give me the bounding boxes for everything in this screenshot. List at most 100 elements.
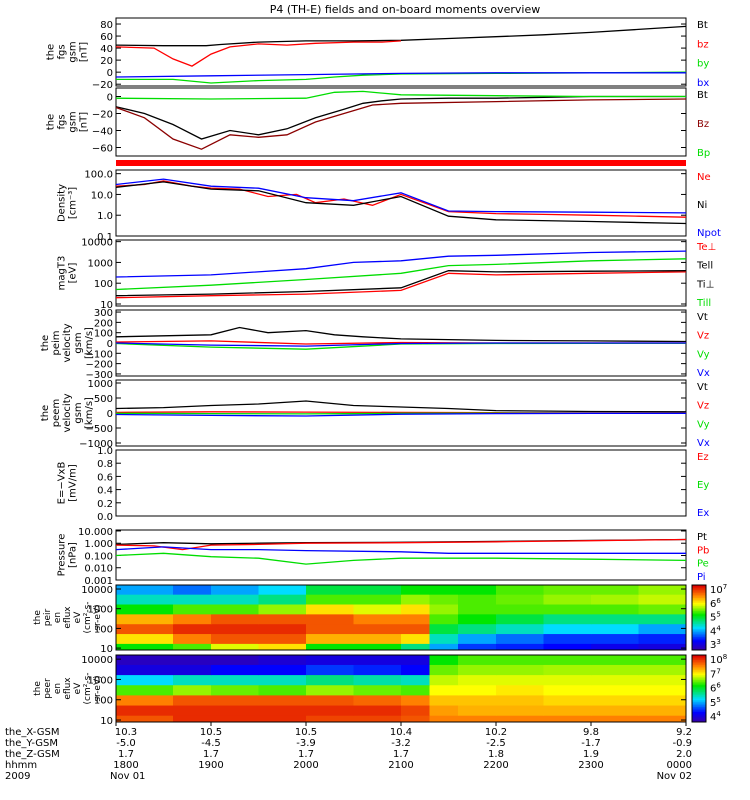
peir-en-eflux-cell (458, 623, 497, 635)
peer-en-eflux-cell (429, 715, 459, 723)
e-field-ytick-label: 0.2 (97, 499, 113, 510)
peer-en-eflux-colorbar-step (692, 655, 706, 658)
pressure-ytick-label: 1.000 (84, 539, 113, 550)
peer-en-eflux-cell (543, 674, 592, 686)
e-field-legend-item: Ey (697, 480, 709, 491)
peer-en-eflux-ylabel: peer (43, 678, 53, 699)
fgs-gsm-fac-series-bt (115, 95, 686, 140)
peir-en-eflux-cell (429, 623, 459, 635)
peir-en-eflux-cell (401, 585, 430, 595)
peir-en-eflux-colorbar-step (692, 619, 706, 622)
peir-en-eflux-cell (543, 633, 592, 644)
peir-en-eflux-colorbar-step (692, 588, 706, 591)
peir-en-eflux-cell (116, 604, 174, 615)
peir-en-eflux-cell (496, 604, 544, 615)
peir-en-eflux-colorbar-step (692, 638, 706, 641)
peim-velocity-ylabel: [km/s] (84, 327, 95, 359)
xaxis-row-label: the_Y-GSM (5, 738, 58, 749)
peer-en-eflux-cell (173, 705, 212, 716)
peir-en-eflux-cell (173, 594, 212, 605)
peim-velocity-ytick-label: −300 (86, 370, 113, 381)
fgs-gsm-frame (115, 17, 687, 87)
xaxis-tick-time: 2100 (388, 760, 413, 771)
xaxis-tick-time: 2300 (578, 760, 603, 771)
peer-en-eflux-ylabel: en (53, 683, 63, 694)
peir-en-eflux-ytick-label: 1000 (88, 605, 113, 616)
xaxis-tick-y: -1.7 (581, 738, 601, 749)
pressure-legend-item: Pe (697, 559, 709, 570)
pressure-series-pb (115, 538, 687, 551)
peir-en-eflux-cell (306, 594, 354, 605)
peir-en-eflux-colorbar-exp: 5 (716, 611, 720, 619)
fgs-gsm-ytick-label: 60 (100, 32, 113, 43)
peer-en-eflux-cell (258, 715, 307, 723)
peir-en-eflux-cell (173, 643, 212, 651)
peir-en-eflux-cell (211, 604, 259, 615)
peer-en-eflux-cell (116, 655, 174, 665)
peer-en-eflux-cell (211, 664, 259, 676)
peer-en-eflux-cell (173, 694, 212, 706)
peir-en-eflux-cell (353, 623, 402, 635)
peer-en-eflux-cell (543, 684, 592, 696)
peer-en-eflux-cell (591, 684, 639, 696)
temperature-ylabel: magT3 (57, 256, 68, 291)
peir-en-eflux-cell (353, 585, 402, 595)
temperature-series-ti (115, 250, 687, 278)
peir-en-eflux-cell (401, 623, 430, 635)
peim-velocity-ytick-label: 200 (94, 318, 113, 329)
peer-en-eflux-cell (116, 674, 174, 686)
peer-en-eflux-colorbar-step (692, 685, 706, 688)
fgs-gsm-fac-ytick-label: −60 (92, 144, 113, 155)
fgs-gsm-fac-ylabel: [nT] (79, 112, 90, 132)
fgs-gsm-ylabel: [nT] (79, 42, 90, 62)
peir-en-eflux-cell (116, 633, 174, 644)
peer-en-eflux-cell (401, 705, 430, 716)
peir-en-eflux-cell (429, 585, 459, 595)
fgs-gsm-fac-legend-item: Bp (697, 148, 710, 159)
peer-en-eflux-cell (353, 674, 402, 686)
peir-en-eflux-cell (401, 594, 430, 605)
xaxis-row-label: the_Z-GSM (5, 749, 60, 760)
temperature-ytick-label: 1000 (88, 258, 113, 269)
e-field-frame (115, 449, 687, 517)
peir-en-eflux-colorbar-step (692, 627, 706, 630)
xaxis-tick-time: 2200 (483, 760, 508, 771)
peir-en-eflux-colorbar-step (692, 607, 706, 610)
xaxis-tick-time: 1800 (113, 760, 138, 771)
peir-en-eflux-ytick-label: 10000 (81, 585, 113, 596)
peim-velocity-series-vt (115, 326, 687, 343)
peer-en-eflux-cell (401, 674, 430, 686)
pressure-legend-item: Pb (697, 545, 709, 556)
fgs-gsm-series-bz (115, 40, 402, 67)
peir-en-eflux-ylabel: the (33, 610, 43, 625)
peir-en-eflux-cell (401, 613, 430, 625)
peer-en-eflux-colorbar-step (692, 715, 706, 718)
pressure-frame (115, 529, 687, 581)
peer-en-eflux-colorbar-step (692, 700, 706, 703)
peir-en-eflux-colorbar-step (692, 614, 706, 617)
peer-en-eflux-colorbar-step (692, 711, 706, 715)
xaxis-tick-time: 0000 (667, 760, 692, 771)
xaxis-row-label: hhmm (5, 760, 37, 771)
peir-en-eflux-cell (591, 613, 639, 625)
peer-en-eflux-cell (353, 694, 402, 706)
peir-en-eflux-cell (458, 643, 497, 651)
peer-en-eflux-colorbar-step (692, 693, 706, 696)
peer-en-eflux-cell (496, 705, 544, 716)
fgs-gsm-fac-ylabel: fgs (57, 114, 68, 129)
fgs-gsm-ytick-label: 80 (100, 20, 113, 31)
peer-en-eflux-colorbar-exp: 8 (723, 653, 727, 661)
peir-en-eflux-colorbar-step (692, 615, 706, 618)
peer-en-eflux-colorbar-step (692, 703, 706, 706)
peir-en-eflux-cell (401, 633, 430, 644)
peir-en-eflux-colorbar-step (692, 604, 706, 607)
peir-en-eflux-colorbar-step (692, 599, 706, 602)
peir-en-eflux-cell (429, 633, 459, 644)
density-ylabel: [cm⁻³] (68, 187, 79, 219)
peer-en-eflux-colorbar-step (692, 705, 706, 708)
xaxis-tick-x: 9.8 (583, 727, 599, 738)
peer-en-eflux-colorbar-step (692, 668, 706, 671)
peer-en-eflux-cell (458, 694, 497, 706)
peem-velocity-legend-item: Vt (697, 382, 708, 393)
peer-en-eflux-cell (401, 715, 430, 723)
